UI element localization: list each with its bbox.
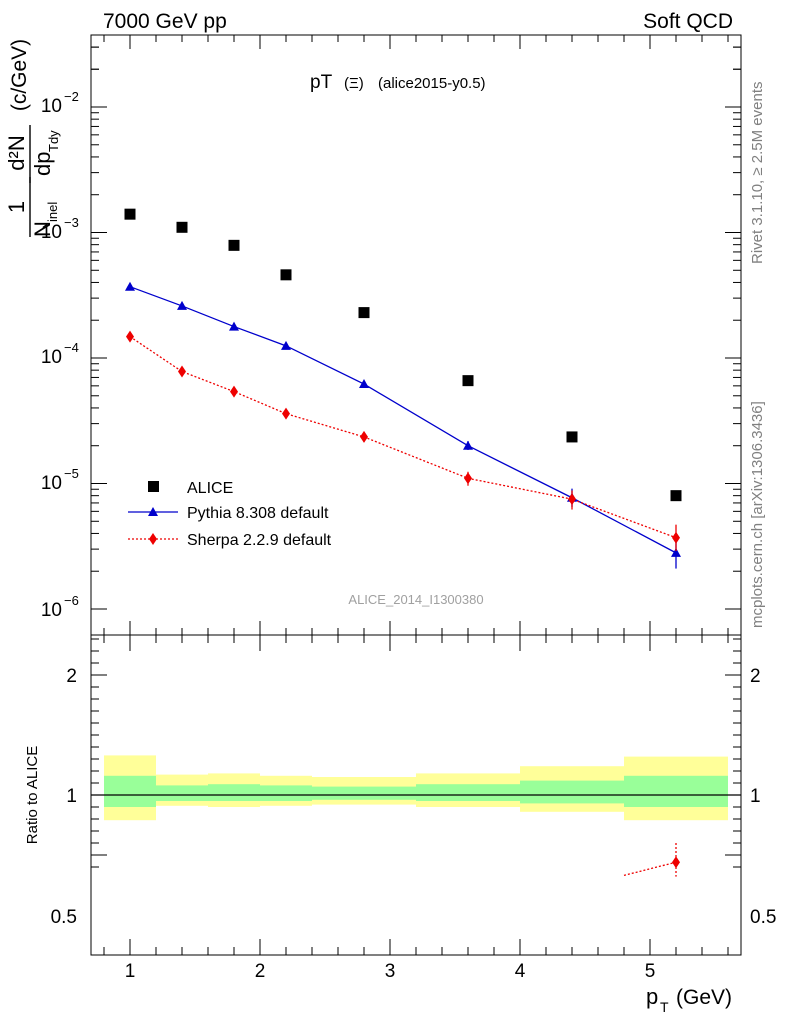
y-tick-base: 10 <box>41 222 62 243</box>
title-symbol: (Ξ) <box>344 75 364 92</box>
pythia-line <box>129 286 677 554</box>
ratio-bands <box>91 755 741 821</box>
ratio-band-green <box>624 775 728 807</box>
y-tick-exp: −2 <box>64 89 79 104</box>
title-sub: (alice2015-y0.5) <box>378 75 486 92</box>
sherpa-point <box>360 430 368 443</box>
ratio-band-green <box>416 784 520 801</box>
pythia-point <box>671 547 681 557</box>
ratio-band-green <box>104 775 156 807</box>
analysis-watermark: ALICE_2014_I1300380 <box>348 592 483 607</box>
y-axis-label: 1 N inel d²N dp Tdy (c/GeV) <box>4 39 61 237</box>
x-tick-label-4: 4 <box>515 961 526 982</box>
y-tick-label-1e-2: 10 −2 <box>41 89 79 117</box>
mcplots-label: mcplots.cern.ch [arXiv:1306.3436] <box>749 401 766 628</box>
x-tick-label-1: 1 <box>125 961 136 982</box>
sherpa-point <box>464 472 472 485</box>
x-label-p: p <box>646 984 658 1009</box>
y-tick-label-1e-6: 10 −6 <box>41 593 79 621</box>
ratio-band-green <box>156 785 208 801</box>
sherpa-point <box>126 330 134 343</box>
y-tick-base: 10 <box>41 600 62 621</box>
ratio-sherpa-point <box>672 856 680 869</box>
y-tick-exp: −3 <box>64 215 79 230</box>
y-label-N: N <box>30 221 55 237</box>
x-label-unit: (GeV) <box>676 986 732 1009</box>
ratio-axis-ticks <box>91 635 741 955</box>
y-tick-exp: −4 <box>64 340 79 355</box>
y-tick-base: 10 <box>41 96 62 117</box>
y-tick-exp: −5 <box>64 466 79 481</box>
legend-marker-pythia <box>148 507 158 516</box>
x-label-T: T <box>660 999 669 1015</box>
pythia-point <box>125 281 135 291</box>
ratio-band-green <box>312 786 416 800</box>
y-label-denominator: N inel <box>30 202 60 237</box>
ratio-band-green <box>208 784 260 801</box>
ratio-y-tick-left-0.5: 0.5 <box>51 907 77 928</box>
alice-point <box>358 307 370 319</box>
pythia-point <box>281 340 291 350</box>
sherpa-point <box>568 493 576 506</box>
ratio-y-tick-right-0.5: 0.5 <box>750 907 776 928</box>
y-label-one: 1 <box>4 201 29 213</box>
alice-point <box>176 221 188 233</box>
title-main: pT <box>310 72 333 93</box>
legend: ALICE Pythia 8.308 default Sherpa 2.2.9 … <box>128 480 332 549</box>
legend-label-pythia: Pythia 8.308 default <box>187 505 329 522</box>
ratio-y-tick-left-2: 2 <box>66 666 77 687</box>
alice-point <box>462 375 474 387</box>
alice-point <box>124 208 136 220</box>
y-label-Tdy: Tdy <box>46 130 61 152</box>
pythia-point <box>463 440 473 450</box>
main-axis-ticks <box>91 35 741 635</box>
alice-point <box>670 490 682 502</box>
y-tick-base: 10 <box>41 347 62 368</box>
x-tick-label-2: 2 <box>255 961 266 982</box>
y-tick-exp: −6 <box>64 593 79 608</box>
pythia-point <box>359 379 369 389</box>
y-label-d2N: d²N <box>4 135 29 170</box>
ratio-y-tick-left-1: 1 <box>66 786 77 807</box>
sherpa-point <box>230 385 238 398</box>
plot-title: pT (Ξ) (alice2015-y0.5) <box>310 72 486 93</box>
y-label-dp: dp Tdy <box>30 130 61 176</box>
sherpa-point <box>282 407 290 420</box>
ratio-y-tick-right-2: 2 <box>750 666 761 687</box>
x-tick-label-5: 5 <box>645 961 656 982</box>
y-tick-label-1e-4: 10 −4 <box>41 340 79 368</box>
sherpa-point <box>672 531 680 544</box>
alice-point <box>566 431 578 443</box>
y-label-unit: (c/GeV) <box>8 39 31 111</box>
ratio-y-tick-right-1: 1 <box>750 786 761 807</box>
legend-label-sherpa: Sherpa 2.2.9 default <box>187 532 332 549</box>
ratio-band-green <box>260 785 312 801</box>
pythia-point <box>177 300 187 310</box>
legend-label-alice: ALICE <box>187 480 233 497</box>
y-tick-label-1e-5: 10 −5 <box>41 466 79 494</box>
data-series <box>124 208 682 877</box>
sherpa-line <box>129 336 677 539</box>
rivet-label: Rivet 3.1.10, ≥ 2.5M events <box>749 82 766 265</box>
pythia-point <box>229 321 239 331</box>
y-tick-base: 10 <box>41 473 62 494</box>
ratio-sherpa-line <box>623 861 677 877</box>
ratio-band-green <box>520 780 624 804</box>
x-tick-label-3: 3 <box>385 961 396 982</box>
x-axis-label: p T (GeV) <box>646 984 732 1015</box>
header-right: Soft QCD <box>643 10 733 33</box>
alice-point <box>228 239 240 251</box>
y-tick-label-1e-3: 10 −3 <box>41 215 79 243</box>
header-left: 7000 GeV pp <box>103 10 227 33</box>
legend-marker-sherpa <box>149 533 157 545</box>
ratio-y-axis-label: Ratio to ALICE <box>24 746 41 844</box>
y-label-inel: inel <box>45 202 60 222</box>
sherpa-point <box>178 365 186 378</box>
alice-point <box>280 269 292 281</box>
y-label-dp-text: dp <box>30 152 55 176</box>
legend-marker-alice <box>148 481 159 492</box>
